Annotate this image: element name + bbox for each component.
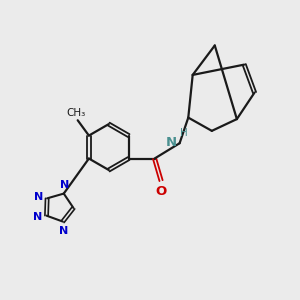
Text: N: N (60, 180, 69, 190)
Text: O: O (155, 185, 167, 198)
Text: CH₃: CH₃ (67, 108, 86, 118)
Text: N: N (166, 136, 177, 148)
Text: N: N (34, 192, 43, 202)
Text: N: N (33, 212, 42, 222)
Text: N: N (59, 226, 68, 236)
Text: H: H (180, 128, 188, 138)
